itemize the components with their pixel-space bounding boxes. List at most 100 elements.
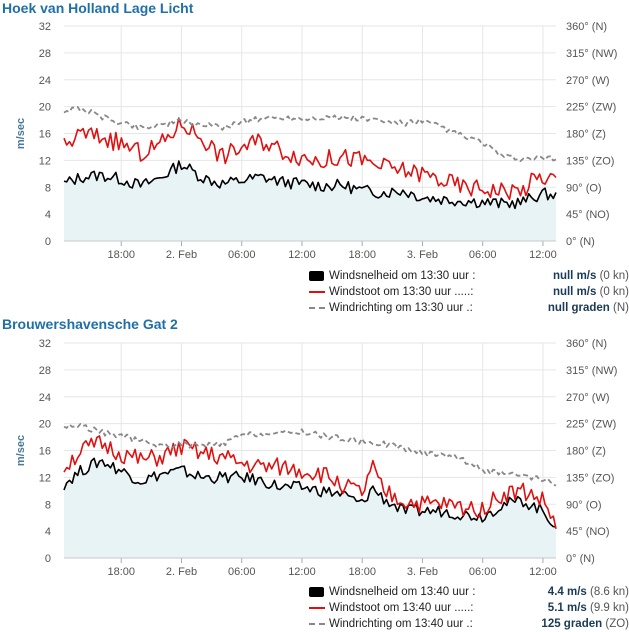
y2-tick-label: 225° (ZW) [566,102,616,114]
y-tick-label: 28 [39,48,51,60]
legend-extra: (0 kn) [599,286,629,298]
x-tick-label: 3. Feb [407,566,438,578]
wind-speed-area [64,161,556,241]
y2-tick-label: 0° (N) [566,553,595,565]
legend-value: null m/s [552,286,597,298]
legend-value: null graden [547,302,610,314]
x-tick-label: 3. Feb [407,249,438,261]
y2-tick-label: 225° (ZW) [566,419,616,431]
y-axis-label: m/sec [15,435,27,466]
y2-tick-label: 135° (ZO) [566,155,614,167]
y2-tick-label: 45° (NO) [566,526,610,538]
wind-speed-swatch [309,587,324,597]
y-tick-label: 12 [39,472,51,484]
y2-tick-label: 90° (O) [566,499,602,511]
y2-tick-label: 315° (NW) [566,48,617,60]
legend-extra: (9.9 kn) [590,602,629,614]
x-tick-label: 06:00 [228,249,256,261]
y-tick-label: 20 [39,419,51,431]
y-tick-label: 16 [39,129,51,141]
legend-item-windrichting[interactable]: Windrichting om 13:30 uur .: null graden… [309,300,629,316]
x-tick-label: 18:00 [348,566,376,578]
x-tick-label: 12:00 [529,566,557,578]
y2-tick-label: 180° (Z) [566,129,606,141]
y-tick-label: 32 [39,338,51,350]
x-tick-label: 12:00 [288,249,316,261]
legend-label: Windrichting om 13:40 uur .: [329,618,473,630]
legend-extra: (N) [613,302,629,314]
x-tick-label: 2. Feb [166,249,197,261]
wind-chart: 0 4 8 12 16 20 24 28 32 0° (N) 45° (NO) 90° (O) 135°… [15,21,617,261]
station-title: Hoek van Holland Lage Licht [2,0,194,16]
y-tick-label: 4 [45,526,51,538]
series-line-windrichting [63,106,557,162]
legend-extra: (0 kn) [599,270,629,282]
y-tick-label: 16 [39,446,51,458]
x-tick-label: 12:00 [288,566,316,578]
legend-extra: (ZO) [605,618,629,630]
y2-tick-label: 90° (O) [566,182,602,194]
chart-legend: Windsnelheid om 13:40 uur : 4.4 m/s (8.6… [309,584,629,632]
y2-tick-label: 360° (N) [566,21,607,33]
station-panel-brouwershavensche-gat: Brouwershavensche Gat 2 0 4 8 12 16 20 24 28 32 0… [0,316,629,632]
y-tick-label: 20 [39,102,51,114]
station-title: Brouwershavensche Gat 2 [2,316,178,332]
y-tick-label: 8 [45,499,51,511]
legend-label: Windsnelheid om 13:40 uur : [329,586,476,598]
series-line-windstoot [63,435,557,529]
legend-item-windrichting[interactable]: Windrichting om 13:40 uur .: 125 graden … [309,616,629,632]
wind-gust-swatch [309,607,325,609]
y-tick-label: 0 [45,553,51,565]
legend-label: Windstoot om 13:30 uur .....: [329,286,474,298]
legend-value: null m/s [552,270,597,282]
wind-gust-swatch [309,291,325,293]
y2-tick-label: 270° (W) [566,392,610,404]
wind-speed-area [64,458,556,558]
legend-value: 125 graden [541,618,603,630]
station-panel-hoek-van-holland: Hoek van Holland Lage Licht 0 4 8 12 16 20 24 2… [2,0,629,316]
legend-value: 5.1 m/s [547,602,587,614]
series-line-windstoot [63,117,557,201]
y-tick-label: 32 [39,21,51,33]
legend-extra: (8.6 kn) [590,586,629,598]
y-axis-label: m/sec [15,118,27,149]
y2-tick-label: 315° (NW) [566,365,617,377]
series-line-windsnelheid [63,160,557,210]
wind-chart: 0 4 8 12 16 20 24 28 32 0° (N) 45° (NO) 90° (O) 135°… [15,338,617,578]
x-tick-label: 06:00 [469,566,497,578]
x-tick-label: 18:00 [348,249,376,261]
legend-item-windstoot[interactable]: Windstoot om 13:30 uur .....: null m/s (… [309,284,629,300]
wind-speed-swatch [309,271,324,281]
legend-label: Windsnelheid om 13:30 uur : [329,270,476,282]
y2-tick-label: 135° (ZO) [566,472,614,484]
legend-label: Windstoot om 13:40 uur .....: [329,602,474,614]
x-tick-label: 06:00 [469,249,497,261]
y-tick-label: 8 [45,182,51,194]
y-tick-label: 0 [45,236,51,248]
x-tick-label: 12:00 [529,249,557,261]
chart-legend: Windsnelheid om 13:30 uur : null m/s (0 … [309,268,629,316]
y2-tick-label: 360° (N) [566,338,607,350]
legend-value: 4.4 m/s [547,586,587,598]
x-tick-label: 2. Feb [166,566,197,578]
y2-tick-label: 0° (N) [566,236,595,248]
x-tick-label: 18:00 [107,249,135,261]
y-tick-label: 4 [45,209,51,221]
legend-label: Windrichting om 13:30 uur .: [329,302,473,314]
series-line-windrichting [63,423,557,487]
y-tick-label: 24 [39,75,51,87]
legend-item-windsnelheid[interactable]: Windsnelheid om 13:30 uur : null m/s (0 … [309,268,629,284]
legend-item-windstoot[interactable]: Windstoot om 13:40 uur .....: 5.1 m/s (9… [309,600,629,616]
y2-tick-label: 45° (NO) [566,209,610,221]
series-line-windsnelheid [63,457,557,528]
x-tick-label: 18:00 [107,566,135,578]
y2-tick-label: 180° (Z) [566,446,606,458]
legend-item-windsnelheid[interactable]: Windsnelheid om 13:40 uur : 4.4 m/s (8.6… [309,584,629,600]
y-tick-label: 12 [39,155,51,167]
y-tick-label: 24 [39,392,51,404]
wind-direction-swatch [309,623,325,625]
y2-tick-label: 270° (W) [566,75,610,87]
y-tick-label: 28 [39,365,51,377]
wind-direction-swatch [309,307,325,309]
x-tick-label: 06:00 [228,566,256,578]
